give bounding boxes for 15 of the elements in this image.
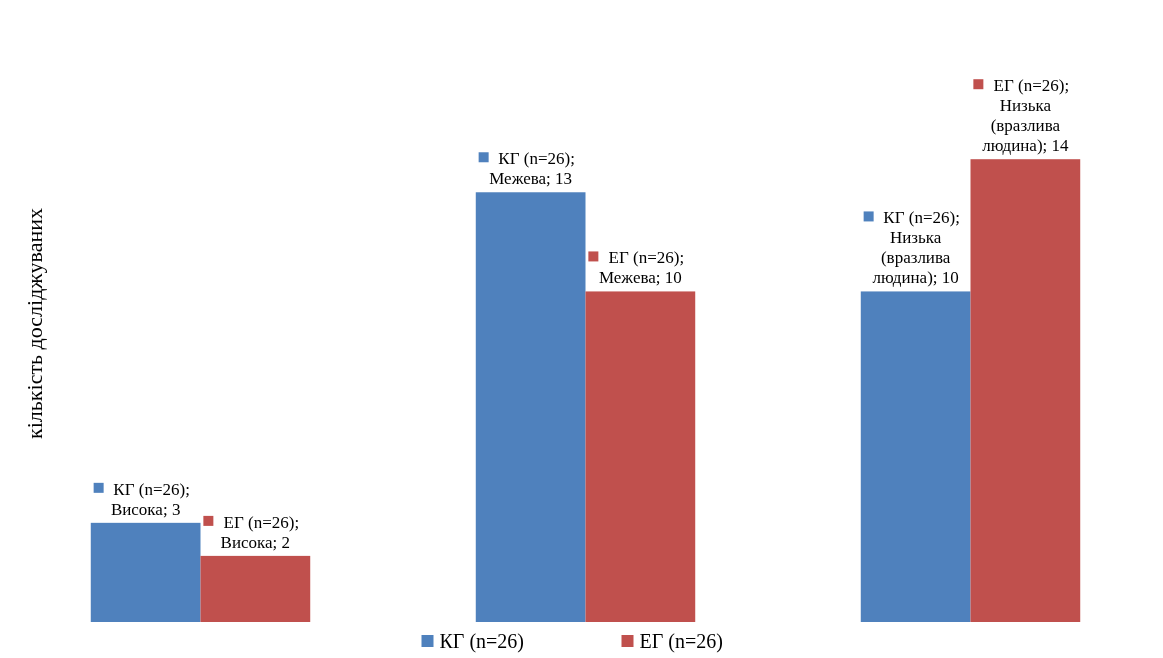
bar xyxy=(200,555,311,622)
y-axis-title: кількість досліджуваних xyxy=(22,208,47,439)
bar xyxy=(90,522,201,622)
legend-label: ЕГ (n=26) xyxy=(639,630,723,653)
bar xyxy=(585,291,696,622)
data-label: ЕГ (n=26); Висока; 2 xyxy=(220,512,300,552)
data-label: ЕГ (n=26); Межева; 10 xyxy=(598,248,685,288)
data-label: КГ (n=26); Низька (вразлива людина); 10 xyxy=(872,208,960,288)
bar xyxy=(970,159,1081,622)
data-label: КГ (n=26); Межева; 13 xyxy=(489,149,575,189)
data-label: КГ (n=26); Висока; 3 xyxy=(110,479,190,519)
bar xyxy=(475,192,586,622)
bar xyxy=(860,291,971,622)
legend-label: КГ (n=26) xyxy=(439,630,525,653)
data-label: ЕГ (n=26); Низька (вразлива людина); 14 xyxy=(982,76,1070,156)
